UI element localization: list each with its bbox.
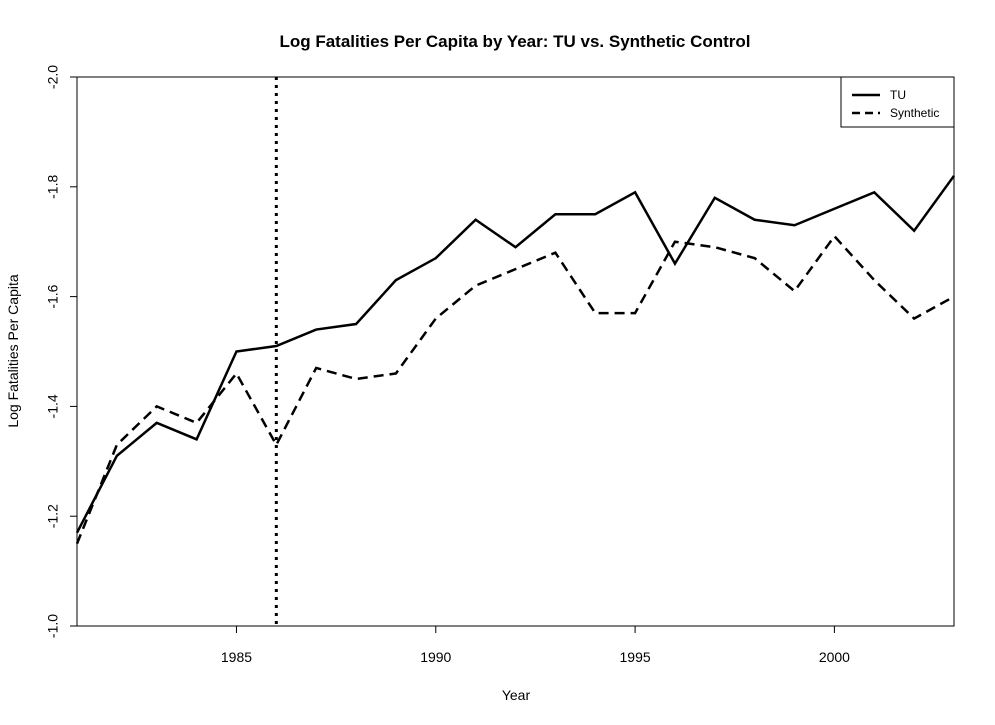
chart-title: Log Fatalities Per Capita by Year: TU vs… bbox=[279, 32, 750, 51]
y-tick-label: -1.0 bbox=[45, 614, 61, 638]
x-tick-label: 1985 bbox=[221, 649, 252, 665]
legend: TU Synthetic bbox=[840, 76, 955, 128]
x-axis-label: Year bbox=[502, 687, 531, 703]
x-tick-label: 1995 bbox=[620, 649, 651, 665]
plot-area bbox=[76, 76, 955, 627]
y-tick-label: -1.4 bbox=[45, 394, 61, 418]
y-axis-label: Log Fatalities Per Capita bbox=[5, 274, 21, 428]
legend-box bbox=[840, 76, 955, 128]
x-tick-label: 2000 bbox=[819, 649, 850, 665]
y-tick-label: -1.6 bbox=[45, 284, 61, 308]
series-line-tu bbox=[75, 175, 956, 534]
series-group bbox=[75, 175, 956, 545]
x-tick-label: 1990 bbox=[420, 649, 451, 665]
y-tick-label: -1.2 bbox=[45, 504, 61, 528]
y-tick-label: -1.8 bbox=[45, 175, 61, 199]
legend-label-tu: TU bbox=[890, 88, 906, 102]
legend-label-synthetic: Synthetic bbox=[890, 106, 939, 120]
x-axis: 1985 1990 1995 2000 bbox=[221, 626, 850, 665]
series-line-synthetic bbox=[75, 234, 955, 545]
y-tick-label: -2.0 bbox=[45, 65, 61, 89]
y-axis: -1.0 -1.2 -1.4 -1.6 -1.8 -2.0 bbox=[45, 65, 77, 638]
